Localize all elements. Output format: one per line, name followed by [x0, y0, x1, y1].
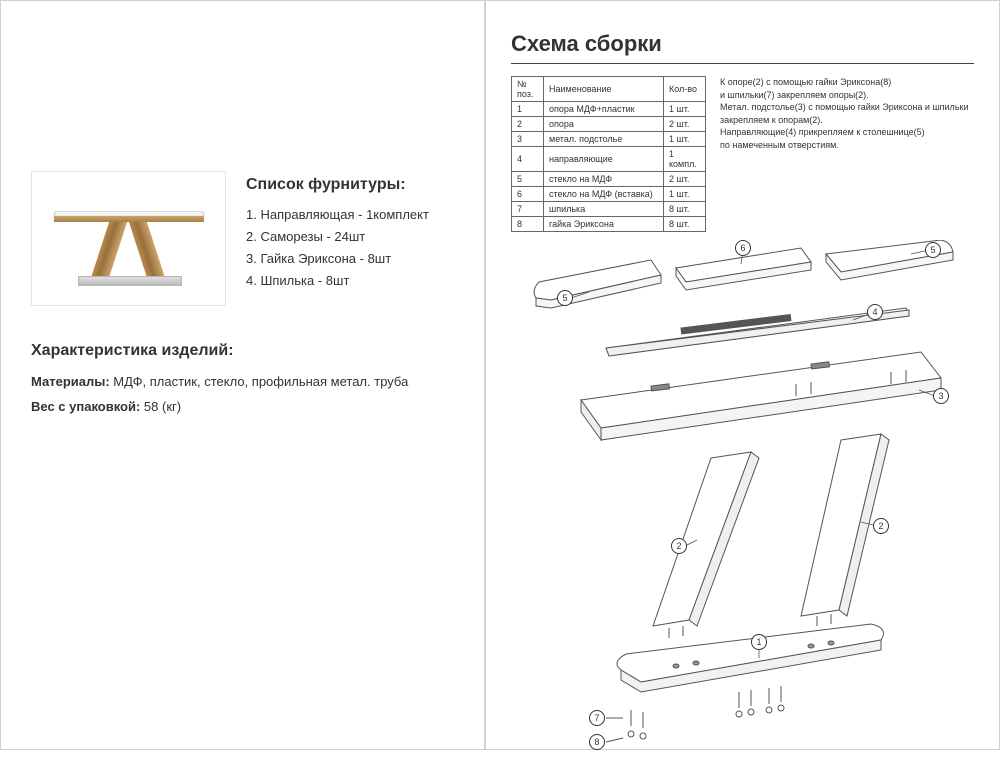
table-cell: 6 — [512, 187, 544, 202]
table-cell: стекло на МДФ — [544, 172, 664, 187]
table-cell: 8 шт. — [664, 202, 706, 217]
table-cell: 4 — [512, 147, 544, 172]
table-cell: 8 шт. — [664, 217, 706, 232]
left-panel: Список фурнитуры: 1. Направляющая - 1ком… — [0, 0, 485, 750]
table-cell: опора МДФ+пластик — [544, 102, 664, 117]
table-row: 2опора2 шт. — [512, 117, 706, 132]
table-cell: направляющие — [544, 147, 664, 172]
table-row: 4направляющие1 компл. — [512, 147, 706, 172]
characteristics: Характеристика изделий: Материалы: МДФ, … — [31, 336, 454, 420]
th-pos: № поз. — [512, 77, 544, 102]
callout-5: 5 — [557, 290, 573, 306]
th-name: Наименование — [544, 77, 664, 102]
characteristics-title: Характеристика изделий: — [31, 336, 454, 366]
table-cell: 1 шт. — [664, 132, 706, 147]
table-cell: 1 — [512, 102, 544, 117]
exploded-diagram: 5 6 5 4 3 2 2 1 7 8 — [511, 240, 974, 760]
callout-2: 2 — [671, 538, 687, 554]
callout-8: 8 — [589, 734, 605, 750]
table-cell: шпилька — [544, 202, 664, 217]
instruction-line: по намеченным отверстиям. — [720, 139, 974, 152]
table-cell: 8 — [512, 217, 544, 232]
weight-label: Вес с упаковкой: — [31, 399, 140, 414]
table-cell: 7 — [512, 202, 544, 217]
table-row: 3метал. подстолье1 шт. — [512, 132, 706, 147]
table-cell: метал. подстолье — [544, 132, 664, 147]
callout-7: 7 — [589, 710, 605, 726]
materials-label: Материалы: — [31, 374, 110, 389]
callout-5: 5 — [925, 242, 941, 258]
table-cell: 2 шт. — [664, 117, 706, 132]
table-cell: 1 шт. — [664, 187, 706, 202]
table-cell: опора — [544, 117, 664, 132]
fittings-item: 2. Саморезы - 24шт — [246, 226, 429, 248]
parts-table: № поз. Наименование Кол-во 1опора МДФ+пл… — [511, 76, 706, 232]
table-cell: 5 — [512, 172, 544, 187]
table-cell: 3 — [512, 132, 544, 147]
table-cell: гайка Эриксона — [544, 217, 664, 232]
callout-3: 3 — [933, 388, 949, 404]
right-panel: Схема сборки № поз. Наименование Кол-во … — [485, 0, 1000, 750]
fittings-item: 4. Шпилька - 8шт — [246, 270, 429, 292]
table-row: 1опора МДФ+пластик1 шт. — [512, 102, 706, 117]
fittings-title: Список фурнитуры: — [246, 171, 429, 198]
table-cell: 1 шт. — [664, 102, 706, 117]
instruction-line: закрепляем к опорам(2). — [720, 114, 974, 127]
instruction-line: Направляющие(4) прикрепляем к столешнице… — [720, 126, 974, 139]
table-cell: стекло на МДФ (вставка) — [544, 187, 664, 202]
assembly-title: Схема сборки — [511, 31, 974, 64]
diagram-svg — [511, 240, 976, 760]
callout-4: 4 — [867, 304, 883, 320]
table-row: 7шпилька8 шт. — [512, 202, 706, 217]
table-cell: 1 компл. — [664, 147, 706, 172]
callout-6: 6 — [735, 240, 751, 256]
instruction-line: Метал. подстолье(3) с помощью гайки Эрик… — [720, 101, 974, 114]
weight-line: Вес с упаковкой: 58 (кг) — [31, 395, 454, 420]
product-row: Список фурнитуры: 1. Направляющая - 1ком… — [31, 171, 454, 306]
callout-1: 1 — [751, 634, 767, 650]
materials-value: МДФ, пластик, стекло, профильная метал. … — [110, 374, 409, 389]
product-photo — [31, 171, 226, 306]
table-row: 5стекло на МДФ2 шт. — [512, 172, 706, 187]
th-qty: Кол-во — [664, 77, 706, 102]
table-row: 6стекло на МДФ (вставка)1 шт. — [512, 187, 706, 202]
callout-2: 2 — [873, 518, 889, 534]
instructions-text: К опоре(2) с помощью гайки Эриксона(8)и … — [720, 76, 974, 152]
table-row: 8гайка Эриксона8 шт. — [512, 217, 706, 232]
weight-value: 58 (кг) — [140, 399, 181, 414]
fittings-item: 1. Направляющая - 1комплект — [246, 204, 429, 226]
table-cell: 2 — [512, 117, 544, 132]
table-cell: 2 шт. — [664, 172, 706, 187]
fittings-item: 3. Гайка Эриксона - 8шт — [246, 248, 429, 270]
top-row: № поз. Наименование Кол-во 1опора МДФ+пл… — [511, 76, 974, 232]
materials-line: Материалы: МДФ, пластик, стекло, профиль… — [31, 370, 454, 395]
instruction-line: и шпильки(7) закрепляем опоры(2). — [720, 89, 974, 102]
instruction-line: К опоре(2) с помощью гайки Эриксона(8) — [720, 76, 974, 89]
fittings-list: Список фурнитуры: 1. Направляющая - 1ком… — [246, 171, 429, 306]
